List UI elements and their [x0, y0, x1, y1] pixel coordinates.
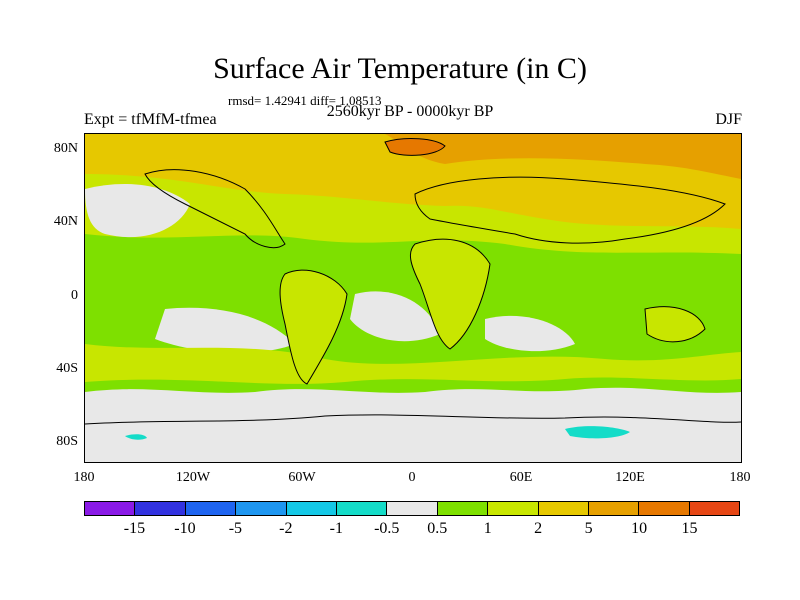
- temperature-map: [84, 133, 742, 463]
- colorbar-label-8: 2: [534, 520, 543, 537]
- coastlines: [85, 138, 741, 425]
- eurasia-orange: [385, 134, 741, 179]
- greenland-hotspot: [385, 138, 445, 156]
- colorbar-label-11: 15: [681, 520, 698, 537]
- colorbar-swatch-1: [135, 501, 186, 516]
- lat-tick-0: 0: [71, 288, 78, 303]
- colorbar-swatch-10: [588, 501, 640, 516]
- colorbar-label-3: -2: [279, 520, 293, 537]
- colorbar-label-2: -5: [228, 520, 243, 537]
- lon-tick-120w: 120W: [175, 470, 211, 485]
- season-label: DJF: [715, 111, 742, 128]
- south-atlantic-neutral: [350, 291, 440, 342]
- pacific-neutral-patch: [85, 184, 190, 238]
- colorbar-label-5: -0.5: [374, 520, 400, 537]
- australia-land: [645, 306, 705, 342]
- period-label: 2560kyr BP - 0000kyr BP: [326, 103, 494, 120]
- lon-tick-120e: 120E: [615, 470, 645, 485]
- colorbar-swatch-4: [286, 501, 337, 516]
- lat-tick-40s: 40S: [56, 361, 78, 376]
- stats-line: rmsd= 1.42941 diff= 1.08513: [228, 93, 382, 108]
- indian-neutral: [485, 315, 575, 352]
- colorbar-swatch-5: [336, 501, 388, 516]
- south-america-land: [280, 270, 347, 384]
- map-canvas: [85, 134, 741, 462]
- colorbar-swatch-6: [387, 501, 438, 516]
- lon-tick-60e: 60E: [509, 470, 533, 485]
- south-pacific-neutral: [155, 307, 295, 354]
- colorbar-label-10: 10: [631, 520, 648, 537]
- colorbar-swatch-12: [689, 501, 741, 516]
- colorbar-label-0: -15: [123, 520, 146, 537]
- colorbar-swatch-11: [639, 501, 690, 516]
- colorbar-swatch-0: [84, 501, 136, 516]
- colorbar-label-6: 0.5: [427, 520, 448, 537]
- lat-tick-40n: 40N: [53, 214, 78, 229]
- lat-tick-80n: 80N: [53, 141, 78, 156]
- colorbar-swatch-7: [437, 501, 489, 516]
- colorbar-swatch-3: [236, 501, 287, 516]
- southern-ocean-yellow: [85, 344, 741, 384]
- colorbar: [84, 501, 741, 516]
- colorbar-label-4: -1: [329, 520, 343, 537]
- lon-tick-0: 0: [408, 470, 416, 485]
- lon-tick-180w: 180: [73, 470, 95, 485]
- colorbar-swatch-8: [488, 501, 539, 516]
- colorbar-label-9: 5: [584, 520, 593, 537]
- lat-tick-80s: 80S: [56, 434, 78, 449]
- lon-tick-180e: 180: [729, 470, 751, 485]
- antarctic-cyan-patch-small: [125, 434, 147, 440]
- colorbar-swatch-2: [185, 501, 237, 516]
- colorbar-swatch-9: [538, 501, 589, 516]
- map-title: Surface Air Temperature (in C): [213, 52, 587, 85]
- lon-tick-60w: 60W: [288, 470, 316, 485]
- africa-land: [410, 239, 490, 349]
- colorbar-label-1: -10: [174, 520, 196, 537]
- antarctic-cyan-patch: [565, 426, 630, 439]
- colorbar-label-7: 1: [483, 520, 492, 537]
- experiment-label: Expt = tfMfM-tfmea: [84, 111, 217, 128]
